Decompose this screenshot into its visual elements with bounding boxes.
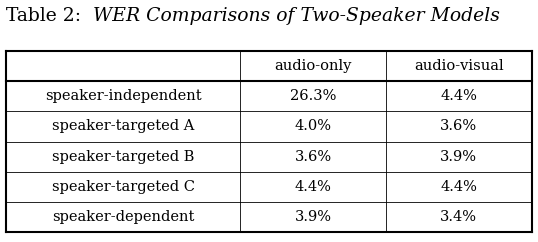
Text: 26.3%: 26.3%	[290, 89, 336, 103]
Text: 3.6%: 3.6%	[440, 120, 477, 133]
Text: Table 2:: Table 2:	[6, 7, 94, 25]
Text: 4.0%: 4.0%	[295, 120, 331, 133]
Text: 4.4%: 4.4%	[441, 89, 477, 103]
Text: 3.4%: 3.4%	[440, 210, 477, 224]
Text: WER Comparisons of Two-Speaker Models: WER Comparisons of Two-Speaker Models	[94, 7, 500, 25]
Text: 4.4%: 4.4%	[441, 180, 477, 194]
Text: speaker-independent: speaker-independent	[45, 89, 202, 103]
Text: speaker-targeted A: speaker-targeted A	[52, 120, 194, 133]
Text: audio-only: audio-only	[274, 59, 352, 73]
Text: speaker-dependent: speaker-dependent	[52, 210, 194, 224]
Text: 3.9%: 3.9%	[440, 150, 477, 164]
Text: speaker-targeted C: speaker-targeted C	[52, 180, 195, 194]
Text: 3.9%: 3.9%	[295, 210, 331, 224]
Text: 4.4%: 4.4%	[295, 180, 331, 194]
Text: 3.6%: 3.6%	[294, 150, 331, 164]
Text: audio-visual: audio-visual	[414, 59, 504, 73]
Text: speaker-targeted B: speaker-targeted B	[52, 150, 194, 164]
